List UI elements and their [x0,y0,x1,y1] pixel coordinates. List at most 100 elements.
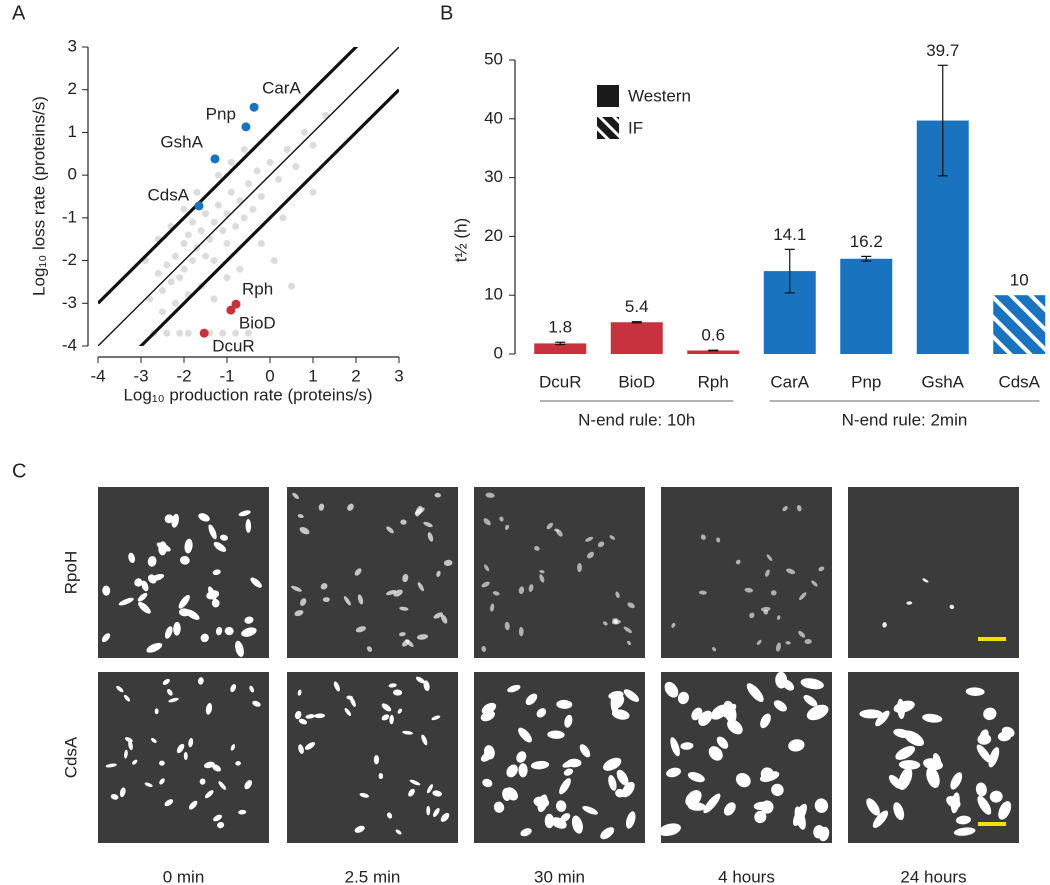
cell [381,714,390,721]
cell [119,787,126,798]
cell [178,594,190,609]
cell [551,817,567,829]
panel-label: A [12,2,26,24]
background-point [275,175,283,183]
cell [753,801,769,811]
background-point [176,274,184,282]
highlight-point [210,154,220,164]
cell [520,828,532,837]
cell [582,805,598,815]
cell [903,730,924,747]
cell [200,633,209,643]
cell [518,763,528,778]
cell [776,615,781,620]
cell [700,534,706,540]
background-point [236,265,244,273]
cell [378,773,384,780]
cell [147,574,157,584]
cell [882,622,887,628]
cell [546,522,554,530]
cell [482,778,493,788]
cell [235,640,244,657]
cell [621,781,635,798]
row-label: CdsA [61,736,80,778]
cell [208,524,217,540]
cell [518,626,524,637]
cell [623,626,633,634]
cell [241,627,257,637]
cell [760,713,771,729]
background-point [202,252,209,260]
cell [297,689,302,696]
cell [205,703,213,715]
cell [571,815,583,834]
cell [414,507,425,515]
cell [977,733,992,745]
background-point [240,146,248,154]
cell [158,541,167,556]
cell [518,727,532,743]
cell [782,506,788,512]
cell [164,626,173,639]
value-label: 5.4 [625,297,649,316]
point-label: CarA [262,79,301,98]
background-point [163,329,171,337]
cell [609,535,616,540]
image-background [661,487,832,658]
background-point [171,299,179,307]
cell [138,601,151,614]
cell [666,767,681,778]
y-tick-label: 3 [68,36,77,55]
cell [504,524,510,530]
cell [563,768,574,776]
bar [534,343,587,354]
cell [297,514,304,519]
cell [408,788,415,797]
cell [105,763,117,768]
image-background [287,672,458,843]
cell [933,752,942,768]
cell [499,516,504,522]
column-label: 2.5 min [345,867,401,885]
background-point [257,239,265,247]
cell [184,538,193,554]
background-point [210,257,218,265]
cell [749,612,755,619]
cell [677,691,689,705]
cell [197,677,204,685]
cell [219,534,228,541]
cell [180,555,190,565]
cell [926,766,940,788]
cell [213,814,223,822]
cell [975,782,987,797]
cell [603,621,608,626]
cell [949,604,955,610]
cell [423,680,430,692]
background-point [309,188,317,196]
bar [687,350,740,354]
cell [144,782,153,787]
cell [530,760,550,770]
cell [415,676,425,684]
cell [355,626,366,633]
micrograph [658,671,832,843]
x-tick-label: DcuR [539,372,582,391]
value-label: 14.1 [773,225,806,244]
group-label: N-end rule: 2min [842,410,968,429]
cell [481,581,490,588]
cell [766,554,773,562]
cell [124,737,133,743]
background-point [214,201,222,209]
y-tick-label: 20 [484,226,503,245]
cell [401,639,410,647]
image-background [98,672,269,843]
cell [893,802,905,821]
cell [547,730,565,739]
y-axis-label: t½ (h) [451,218,470,262]
cell [354,825,365,833]
cell [347,503,354,511]
background-point [253,167,261,175]
background-point [193,188,201,196]
point-label: CdsA [147,185,189,204]
